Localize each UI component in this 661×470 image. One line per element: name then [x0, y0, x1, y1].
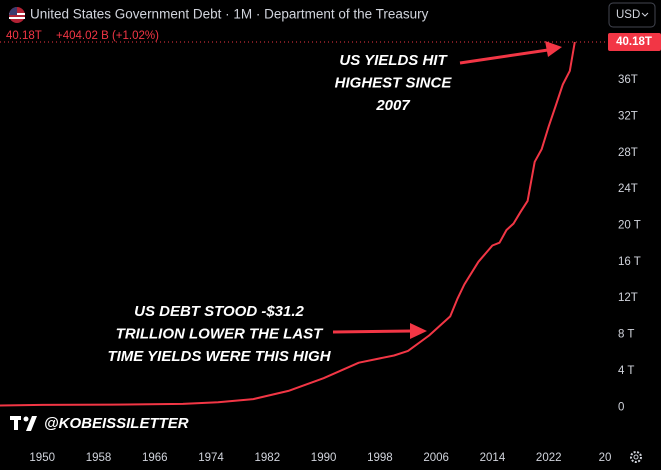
y-tick-label: 16 T [618, 256, 641, 268]
y-tick-label: 4 T [618, 365, 634, 377]
annotation: TRILLION LOWER THE LAST [116, 325, 324, 342]
price-label-box [608, 33, 661, 51]
currency-button[interactable] [608, 2, 656, 28]
x-tick-label: 2022 [536, 452, 562, 464]
x-tick-label: 1982 [255, 452, 281, 464]
y-tick-label: 28T [618, 147, 638, 159]
x-tick-label: 1990 [311, 452, 337, 464]
arrow-line [332, 329, 413, 334]
y-tick-label: 32T [618, 110, 638, 122]
arrow-line [459, 48, 549, 65]
annotation: US YIELDS HIT [339, 52, 448, 69]
chart-title: United States Government Debt · 1M · Dep… [30, 7, 429, 22]
x-tick-label: 1974 [198, 452, 224, 464]
y-tick-label: 24T [618, 183, 638, 195]
arrow-head [410, 323, 427, 339]
arrow-head [545, 41, 562, 57]
x-tick-label: 2006 [423, 452, 449, 464]
legend-change: +404.02 B (+1.02%) [56, 30, 159, 42]
y-tick-label: 0 [618, 401, 624, 413]
annotation: HIGHEST SINCE [335, 74, 453, 91]
y-tick-label: 8 T [618, 329, 634, 341]
x-tick-label: 1998 [367, 452, 393, 464]
x-tick-label: 1950 [29, 452, 55, 464]
dropdown-icon [641, 12, 649, 17]
debt-line [0, 41, 576, 407]
legend-value: 40.18T [6, 30, 42, 42]
y-tick-label: 36T [618, 74, 638, 86]
currency-label: USD [616, 9, 640, 21]
flag-icon [9, 7, 25, 23]
y-tick-label: 12T [618, 292, 638, 304]
x-tick-label: 2014 [480, 452, 506, 464]
annotation: US DEBT STOOD -$31.2 [134, 303, 304, 320]
watermark-logo [10, 416, 37, 431]
x-tick-label: 1966 [142, 452, 168, 464]
arrows [332, 41, 562, 339]
annotation: 2007 [375, 97, 410, 114]
x-tick-label: 1958 [86, 452, 112, 464]
y-tick-label: 20 T [618, 219, 641, 231]
watermark: @KOBEISSILETTER [44, 415, 189, 432]
x-tick-label: 20 [599, 452, 612, 464]
annotation: TIME YIELDS WERE THIS HIGH [107, 348, 331, 365]
settings-icon[interactable] [630, 451, 642, 463]
price-label: 40.18T [616, 36, 652, 48]
